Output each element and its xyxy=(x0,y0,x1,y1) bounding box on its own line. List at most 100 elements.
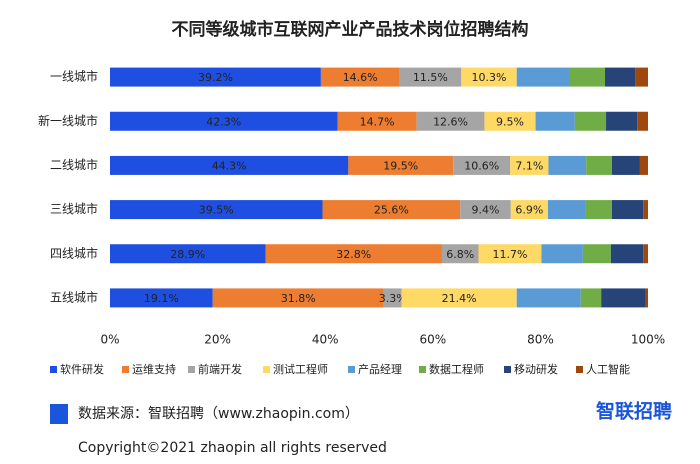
legend-swatch xyxy=(122,366,129,373)
bar-segment xyxy=(645,288,648,308)
bar-segment xyxy=(110,288,213,308)
bar-segment xyxy=(610,244,644,264)
bar-segment xyxy=(416,111,485,131)
x-tick-label: 80% xyxy=(527,333,554,347)
value-label: 21.4% xyxy=(442,292,477,305)
legend-swatch xyxy=(576,366,583,373)
value-label: 7.1% xyxy=(515,159,543,172)
y-tick-label: 新一线城市 xyxy=(38,113,98,128)
bar-segment xyxy=(322,200,461,220)
legend-swatch xyxy=(504,366,511,373)
value-label: 6.9% xyxy=(515,204,543,217)
value-label: 3.3% xyxy=(379,292,407,305)
legend-label: 软件研发 xyxy=(60,362,104,376)
x-tick-label: 60% xyxy=(419,333,446,347)
value-label: 31.8% xyxy=(281,292,316,305)
bar-segment xyxy=(585,200,612,220)
bar-segment xyxy=(484,111,536,131)
bar-segment xyxy=(510,155,549,175)
y-tick-label: 四线城市 xyxy=(50,245,98,260)
bar-segment xyxy=(643,200,648,220)
bar-segment xyxy=(606,111,638,131)
value-label: 39.2% xyxy=(198,71,233,84)
legend-label: 人工智能 xyxy=(586,362,630,376)
value-label: 19.1% xyxy=(144,292,179,305)
value-label: 9.5% xyxy=(496,115,524,128)
bar-segment xyxy=(441,244,479,264)
y-tick-label: 一线城市 xyxy=(50,69,98,84)
y-tick-label: 五线城市 xyxy=(50,289,98,304)
legend-swatch xyxy=(263,366,270,373)
value-label: 9.4% xyxy=(472,204,500,217)
value-label: 39.5% xyxy=(199,204,234,217)
value-label: 19.5% xyxy=(383,159,418,172)
bar-segment xyxy=(110,111,338,131)
bar-segment xyxy=(541,244,583,264)
value-label: 44.3% xyxy=(212,159,247,172)
bar-segment xyxy=(478,244,542,264)
source-marker xyxy=(50,404,68,424)
bar-segment xyxy=(547,200,586,220)
value-label: 12.6% xyxy=(433,115,468,128)
bar-segment xyxy=(320,67,400,87)
bar-segment xyxy=(453,155,511,175)
legend-label: 移动研发 xyxy=(514,362,558,376)
bar-segment xyxy=(516,67,570,87)
bar-segment xyxy=(601,288,646,308)
logo: 智联招聘 xyxy=(596,400,672,423)
bar-segment xyxy=(611,200,644,220)
bar-segment xyxy=(401,288,517,308)
bar-segment xyxy=(348,155,454,175)
value-label: 42.3% xyxy=(206,115,241,128)
bar-segment xyxy=(110,200,323,220)
bar-segment xyxy=(604,67,636,87)
bar-segment xyxy=(535,111,575,131)
value-label: 10.6% xyxy=(464,159,499,172)
legend-swatch xyxy=(50,366,57,373)
bar-segment xyxy=(569,67,605,87)
bar-segment xyxy=(574,111,607,131)
value-label: 11.5% xyxy=(413,71,448,84)
legend-label: 运维支持 xyxy=(132,362,176,376)
value-label: 25.6% xyxy=(374,204,409,217)
copyright: Copyright©2021 zhaopin all rights reserv… xyxy=(78,440,387,456)
bar-segment xyxy=(548,155,587,175)
bar-segment xyxy=(516,288,581,308)
bar-segment xyxy=(265,244,442,264)
legend-label: 产品经理 xyxy=(358,362,402,376)
bar-segment xyxy=(639,155,648,175)
value-label: 14.7% xyxy=(360,115,395,128)
value-label: 6.8% xyxy=(446,248,474,261)
legend-label: 数据工程师 xyxy=(429,362,484,376)
source: 数据来源：智联招聘（www.zhaopin.com） xyxy=(78,406,359,422)
x-tick-label: 0% xyxy=(100,333,119,347)
bar-segment xyxy=(510,200,548,220)
value-label: 32.8% xyxy=(336,248,371,261)
bar-segment xyxy=(399,67,462,87)
legend-swatch xyxy=(188,366,195,373)
x-tick-label: 100% xyxy=(631,333,665,347)
bar-segment xyxy=(212,288,384,308)
legend-label: 测试工程师 xyxy=(273,363,328,376)
value-label: 28.9% xyxy=(170,248,205,261)
bar-segment xyxy=(580,288,602,308)
bar-segment xyxy=(643,244,648,264)
bar-segment xyxy=(383,288,402,308)
bar-segment xyxy=(582,244,611,264)
value-label: 14.6% xyxy=(343,71,378,84)
bar-segment xyxy=(611,155,640,175)
value-label: 10.3% xyxy=(472,71,507,84)
value-label: 11.7% xyxy=(493,248,528,261)
x-tick-label: 40% xyxy=(312,333,339,347)
bar-segment xyxy=(586,155,612,175)
bar-segment xyxy=(635,67,648,87)
bar-segment xyxy=(337,111,417,131)
y-tick-label: 二线城市 xyxy=(50,157,98,172)
bar-segment xyxy=(460,200,511,220)
bar-segment xyxy=(110,67,321,87)
legend-swatch xyxy=(348,366,355,373)
bar-segment xyxy=(110,155,349,175)
y-tick-label: 三线城市 xyxy=(50,201,98,216)
legend-swatch xyxy=(419,366,426,373)
